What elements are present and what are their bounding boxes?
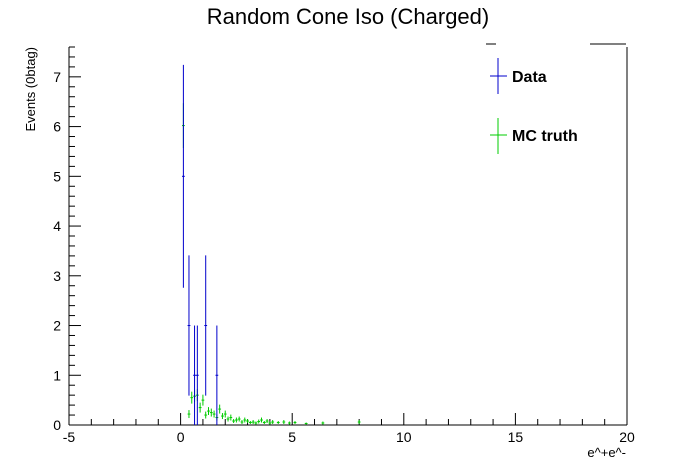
legend-entry-mc-truth: MC truth xyxy=(490,118,578,154)
data-point-mc-truth xyxy=(262,421,266,425)
data-point-data xyxy=(181,64,185,288)
data-point-mc-truth xyxy=(218,404,222,414)
data-point-mc-truth xyxy=(251,420,255,425)
data-point-mc-truth xyxy=(232,419,236,424)
data-point-mc-truth xyxy=(265,419,269,424)
data-point-mc-truth xyxy=(276,421,280,425)
legend-mc-truth-label: MC truth xyxy=(512,128,578,145)
data-point-mc-truth xyxy=(187,410,191,419)
y-tick-label: 0 xyxy=(53,417,61,433)
x-tick-label: 5 xyxy=(288,429,296,445)
data-point-mc-truth xyxy=(198,402,202,413)
y-tick-label: 5 xyxy=(53,168,61,184)
data-point-mc-truth xyxy=(212,410,216,418)
chart-title: Random Cone Iso (Charged) xyxy=(207,4,489,29)
data-point-mc-truth xyxy=(254,421,258,425)
x-tick-label: -5 xyxy=(63,429,76,445)
y-tick-label: 7 xyxy=(53,69,61,85)
data-point-mc-truth xyxy=(240,420,244,425)
legend-box xyxy=(486,44,592,168)
series-data xyxy=(181,64,219,425)
y-tick-label: 4 xyxy=(53,218,61,234)
data-point-mc-truth xyxy=(243,417,247,423)
data-point-mc-truth xyxy=(268,421,272,425)
y-axis-title: Events (0btag) xyxy=(23,47,38,132)
x-tick-label: 10 xyxy=(396,429,412,445)
x-axis-title: e^+e^- xyxy=(587,445,626,460)
data-point-data xyxy=(195,325,199,425)
data-point-mc-truth xyxy=(246,419,249,424)
x-tick-label: 20 xyxy=(619,429,635,445)
y-axis: 0 1 2 3 4 5 6 7 xyxy=(53,46,81,433)
data-point-mc-truth xyxy=(209,408,213,417)
series-layer xyxy=(181,64,361,425)
data-point-mc-truth xyxy=(204,411,208,419)
data-point-mc-truth xyxy=(221,413,224,420)
data-point-mc-truth xyxy=(357,420,361,425)
data-point-mc-truth xyxy=(271,420,275,425)
y-tick-label: 6 xyxy=(53,119,61,135)
data-point-mc-truth xyxy=(293,421,297,425)
legend-entry-data: Data xyxy=(490,58,547,94)
data-point-mc-truth xyxy=(288,421,291,425)
legend: Data MC truth xyxy=(486,43,626,168)
data-point-mc-truth xyxy=(260,417,263,423)
data-point-data xyxy=(193,325,196,425)
data-point-data xyxy=(215,325,219,425)
data-point-data xyxy=(187,255,191,396)
data-point-mc-truth xyxy=(201,394,205,406)
y-tick-label: 2 xyxy=(53,318,61,334)
y-tick-label: 1 xyxy=(53,367,61,383)
data-point-mc-truth xyxy=(223,410,227,418)
data-point-mc-truth xyxy=(226,416,230,422)
data-point-mc-truth xyxy=(257,419,261,424)
data-point-data xyxy=(204,255,208,396)
y-tick-label: 3 xyxy=(53,268,61,284)
data-point-mc-truth xyxy=(207,407,210,416)
x-axis: -5 0 5 10 15 20 xyxy=(63,413,635,445)
data-point-mc-truth xyxy=(321,421,325,425)
data-point-mc-truth xyxy=(237,416,241,422)
data-point-mc-truth xyxy=(248,421,252,425)
x-tick-label: 0 xyxy=(177,429,185,445)
legend-data-label: Data xyxy=(512,69,547,86)
data-point-mc-truth xyxy=(304,422,308,425)
data-point-mc-truth xyxy=(229,414,233,421)
data-point-mc-truth xyxy=(235,417,238,423)
data-point-mc-truth xyxy=(190,391,194,404)
x-tick-label: 15 xyxy=(508,429,524,445)
data-point-mc-truth xyxy=(282,420,286,425)
